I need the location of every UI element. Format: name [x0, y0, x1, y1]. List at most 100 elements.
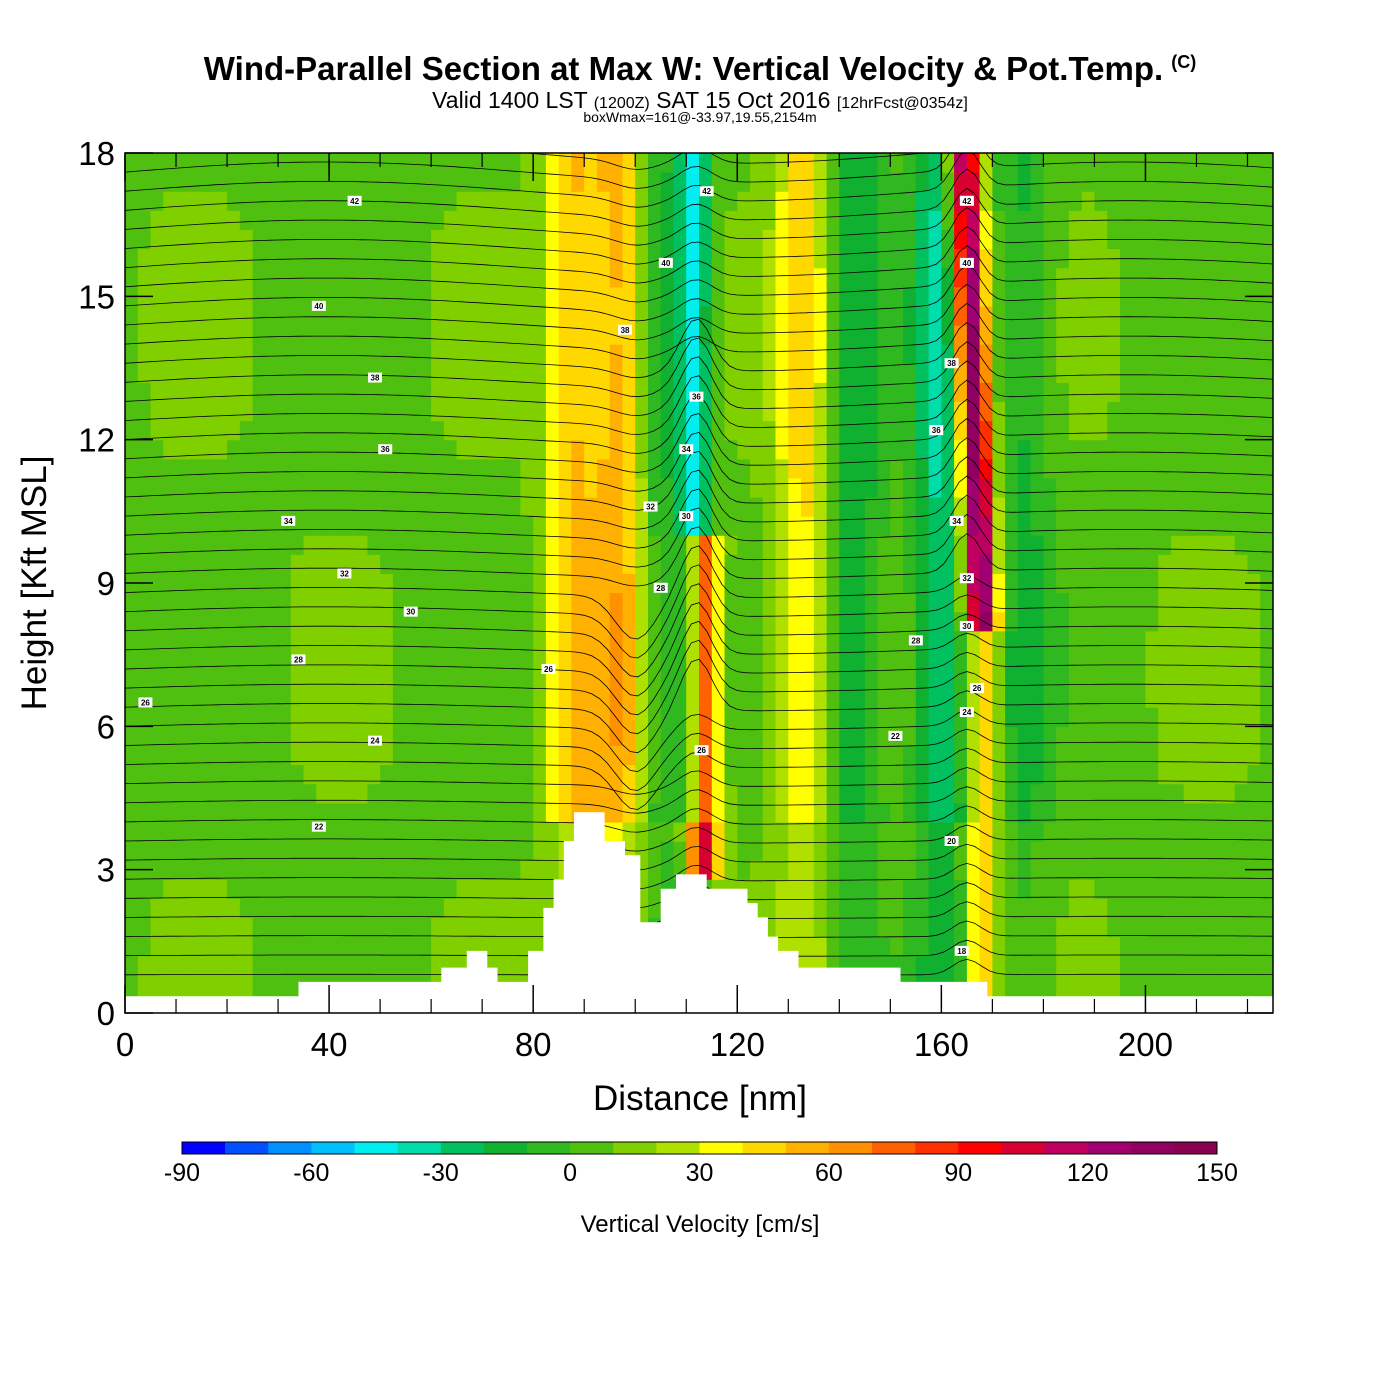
velocity-cell: [252, 248, 266, 269]
velocity-cell: [966, 841, 981, 861]
velocity-cell: [482, 420, 496, 441]
velocity-cell: [864, 172, 879, 192]
velocity-cell: [367, 821, 381, 842]
velocity-cell: [597, 745, 611, 766]
velocity-cell: [176, 592, 190, 613]
velocity-cell: [265, 649, 279, 670]
velocity-cell: [163, 936, 177, 957]
contour-label-box: [291, 654, 306, 665]
velocity-cell: [125, 191, 139, 211]
velocity-cell: [992, 267, 1006, 288]
velocity-cell: [1171, 363, 1185, 383]
x-tick-label: 160: [914, 1026, 969, 1063]
velocity-cell: [877, 153, 891, 173]
velocity-cell: [1222, 153, 1236, 173]
velocity-cell: [673, 229, 687, 250]
velocity-cell: [801, 497, 815, 517]
velocity-cell: [1247, 153, 1261, 173]
velocity-cell: [380, 325, 394, 345]
velocity-cell: [788, 535, 802, 555]
velocity-cell: [227, 401, 241, 422]
velocity-cell: [316, 363, 330, 383]
velocity-cell: [1183, 535, 1198, 555]
velocity-cell: [214, 382, 228, 402]
velocity-cell: [1260, 344, 1273, 364]
velocity-cell: [1247, 516, 1261, 536]
velocity-cell: [750, 248, 764, 269]
velocity-cell: [928, 382, 942, 402]
velocity-cell: [966, 344, 981, 364]
velocity-cell: [864, 477, 879, 498]
velocity-cell: [507, 649, 522, 670]
velocity-cell: [239, 821, 254, 842]
velocity-cell: [711, 841, 726, 861]
velocity-cell: [660, 535, 675, 555]
velocity-cell: [418, 592, 432, 613]
velocity-cell: [915, 554, 930, 574]
velocity-cell: [507, 917, 522, 938]
velocity-cell: [1247, 325, 1261, 345]
velocity-cell: [864, 726, 879, 746]
velocity-cell: [775, 821, 789, 842]
velocity-cell: [1132, 153, 1147, 173]
velocity-cell: [443, 764, 458, 785]
velocity-cell: [278, 649, 292, 670]
velocity-cell: [750, 535, 764, 555]
velocity-cell: [418, 229, 432, 250]
velocity-cell: [125, 898, 139, 918]
velocity-cell: [979, 783, 993, 804]
velocity-cell: [290, 688, 305, 708]
velocity-cell: [1107, 783, 1121, 804]
velocity-cell: [1222, 229, 1236, 250]
velocity-cell: [239, 344, 254, 364]
velocity-cell: [469, 802, 483, 823]
velocity-cell: [711, 649, 726, 670]
velocity-cell: [1209, 669, 1223, 689]
velocity-cell: [354, 535, 368, 555]
colorbar: -90 -60 -30 0 30 60 90 120 150: [164, 1141, 1238, 1187]
velocity-cell: [1260, 802, 1273, 823]
velocity-cell: [928, 726, 942, 746]
velocity-cell: [533, 248, 547, 269]
velocity-cell: [239, 382, 254, 402]
velocity-cell: [839, 535, 853, 555]
velocity-cell: [890, 516, 904, 536]
velocity-cell: [1196, 841, 1210, 861]
velocity-cell: [469, 573, 483, 594]
velocity-cell: [125, 974, 139, 995]
velocity-cell: [533, 363, 547, 383]
velocity-cell: [1171, 229, 1185, 250]
velocity-cell: [1056, 649, 1070, 670]
velocity-cell: [775, 382, 789, 402]
velocity-cell: [992, 497, 1006, 517]
velocity-cell: [431, 821, 445, 842]
velocity-cell: [1183, 936, 1198, 957]
velocity-cell: [482, 898, 496, 918]
velocity-cell: [737, 688, 751, 708]
velocity-cell: [431, 363, 445, 383]
velocity-cell: [1196, 420, 1210, 441]
velocity-cell: [1119, 879, 1134, 899]
velocity-cell: [1247, 592, 1261, 613]
velocity-cell: [367, 420, 381, 441]
velocity-cell: [839, 917, 853, 938]
velocity-cell: [1068, 363, 1083, 383]
contour-label-box: [944, 358, 959, 369]
velocity-cell: [571, 325, 585, 345]
velocity-cell: [915, 172, 930, 192]
velocity-cell: [584, 363, 598, 383]
velocity-cell: [711, 477, 726, 498]
velocity-cell: [903, 401, 917, 422]
velocity-cell: [201, 726, 215, 746]
velocity-cell: [545, 248, 560, 269]
velocity-cell: [392, 305, 407, 326]
velocity-cell: [737, 802, 751, 823]
velocity-cell: [839, 688, 853, 708]
velocity-cell: [890, 344, 904, 364]
velocity-cell: [290, 783, 305, 804]
velocity-cell: [839, 401, 853, 422]
velocity-cell: [584, 210, 598, 230]
velocity-cell: [290, 669, 305, 689]
velocity-cell: [622, 382, 636, 402]
velocity-cell: [137, 974, 152, 995]
